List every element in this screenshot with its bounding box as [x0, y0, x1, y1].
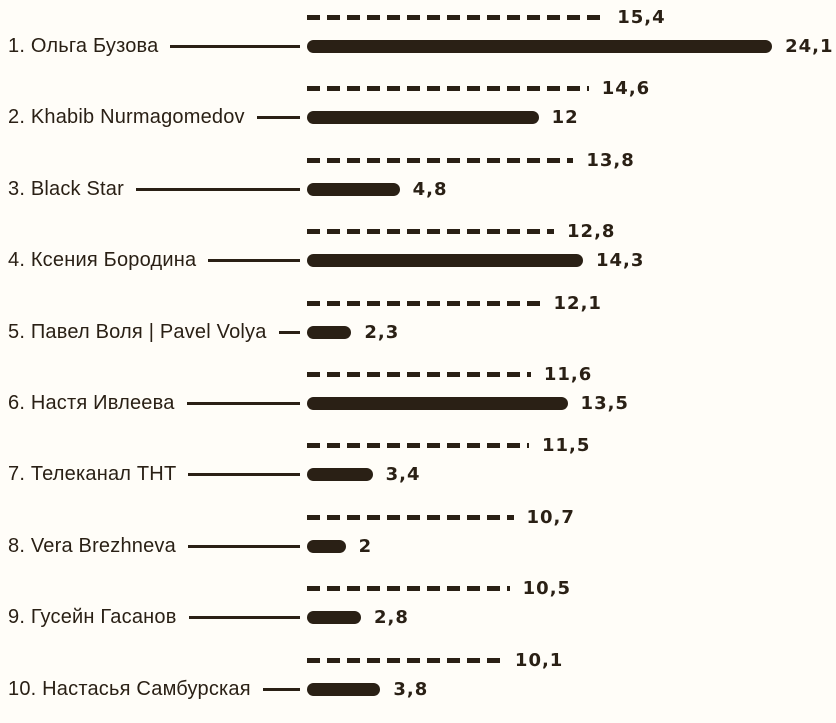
solid-series-value-label: 4,8: [412, 178, 448, 200]
leader-line: [187, 544, 300, 548]
leader-line: [256, 116, 300, 120]
dashed-series-bar: [307, 86, 589, 92]
dashed-series-value-label: 12,8: [567, 221, 616, 243]
category-label-group: 2. Khabib Nurmagomedov: [8, 107, 300, 128]
solid-series-bar: [307, 468, 373, 482]
chart-row: 11,5 7. Телеканал ТНТ 3,4: [0, 428, 836, 500]
solid-series-value-label: 14,3: [595, 250, 645, 272]
category-label: 1. Ольга Бузова: [8, 35, 159, 57]
category-label-group: 4. Ксения Бородина: [8, 250, 300, 271]
dashed-series-bar: [307, 372, 531, 377]
category-label: 8. Vera Brezhneva: [8, 534, 176, 557]
leader-line: [186, 402, 300, 405]
category-label-group: 3. Black Star: [8, 177, 300, 200]
dashed-series-value-label: 13,8: [586, 149, 635, 171]
solid-series-value-label: 2,3: [364, 321, 400, 343]
category-label-group: 1. Ольга Бузова: [8, 36, 300, 57]
dashed-series-bar: [307, 657, 502, 663]
category-label: 5. Павел Воля | Pavel Volya: [8, 320, 267, 343]
solid-series-value-label: 3,8: [393, 678, 429, 700]
solid-series-bar: [307, 182, 400, 196]
dashed-series-value-label: 11,6: [543, 364, 593, 385]
chart-row: 10,1 10. Настасья Самбурская 3,8: [0, 643, 836, 715]
chart-row: 10,5 9. Гусейн Гасанов 2,8: [0, 571, 836, 643]
dashed-series-value-label: 12,1: [553, 292, 602, 314]
category-label-group: 9. Гусейн Гасанов: [8, 607, 300, 628]
solid-series-bar: [307, 611, 362, 625]
leader-line: [170, 45, 300, 48]
leader-line: [278, 330, 300, 334]
chart-row: 10,7 8. Vera Brezhneva 2: [0, 500, 836, 572]
chart-row: 12,8 4. Ксения Бородина 14,3: [0, 214, 836, 286]
solid-series-bar: [307, 40, 773, 53]
solid-series-value-label: 2,8: [374, 607, 409, 629]
solid-series-value-label: 13,5: [580, 393, 629, 414]
chart-row: 11,6 6. Настя Ивлеева 13,5: [0, 357, 836, 429]
solid-series-value-label: 2: [358, 535, 373, 557]
chart-row: 12,1 5. Павел Воля | Pavel Volya 2,3: [0, 286, 836, 358]
solid-series-bar: [307, 325, 352, 339]
solid-series-bar: [307, 397, 568, 410]
dashed-series-bar: [307, 514, 514, 520]
leader-line: [262, 687, 300, 691]
category-label-group: 7. Телеканал ТНТ: [8, 464, 300, 485]
leader-line: [135, 187, 300, 191]
category-label: 9. Гусейн Гасанов: [8, 606, 177, 629]
dashed-series-bar: [307, 15, 605, 20]
chart-row: 14,6 2. Khabib Nurmagomedov 12: [0, 71, 836, 143]
category-label-group: 6. Настя Ивлеева: [8, 393, 300, 414]
leader-line: [208, 259, 300, 263]
dashed-series-bar: [307, 300, 541, 306]
dashed-series-bar: [307, 443, 529, 449]
category-label: 2. Khabib Nurmagomedov: [8, 106, 245, 129]
leader-line: [188, 616, 300, 620]
solid-series-value-label: 3,4: [385, 464, 421, 486]
dashed-series-bar: [307, 157, 574, 163]
dashed-series-bar: [307, 586, 510, 592]
leader-line: [188, 473, 300, 477]
category-label-group: 8. Vera Brezhneva: [8, 534, 300, 557]
dashed-series-value-label: 10,1: [514, 649, 564, 671]
category-label-group: 5. Павел Воля | Pavel Volya: [8, 320, 300, 343]
dashed-series-bar: [307, 229, 555, 235]
dashed-series-value-label: 15,4: [617, 7, 666, 28]
dashed-series-value-label: 14,6: [601, 78, 651, 100]
solid-series-value-label: 12: [551, 107, 579, 129]
dashed-series-value-label: 10,5: [522, 578, 572, 600]
chart-row: 15,4 1. Ольга Бузова 24,1: [0, 0, 836, 72]
category-label: 10. Настасья Самбурская: [8, 677, 251, 700]
solid-series-bar: [307, 254, 583, 268]
solid-series-bar: [307, 682, 381, 696]
solid-series-bar: [307, 111, 539, 125]
dashed-series-value-label: 11,5: [541, 435, 591, 457]
solid-series-value-label: 24,1: [785, 36, 834, 57]
category-label: 6. Настя Ивлеева: [8, 392, 175, 414]
solid-series-bar: [307, 539, 346, 553]
category-label: 3. Black Star: [8, 177, 124, 200]
category-label: 4. Ксения Бородина: [8, 249, 197, 272]
category-label-group: 10. Настасья Самбурская: [8, 677, 300, 700]
dashed-series-value-label: 10,7: [526, 506, 575, 528]
category-label: 7. Телеканал ТНТ: [8, 463, 177, 486]
chart-row: 13,8 3. Black Star 4,8: [0, 143, 836, 215]
